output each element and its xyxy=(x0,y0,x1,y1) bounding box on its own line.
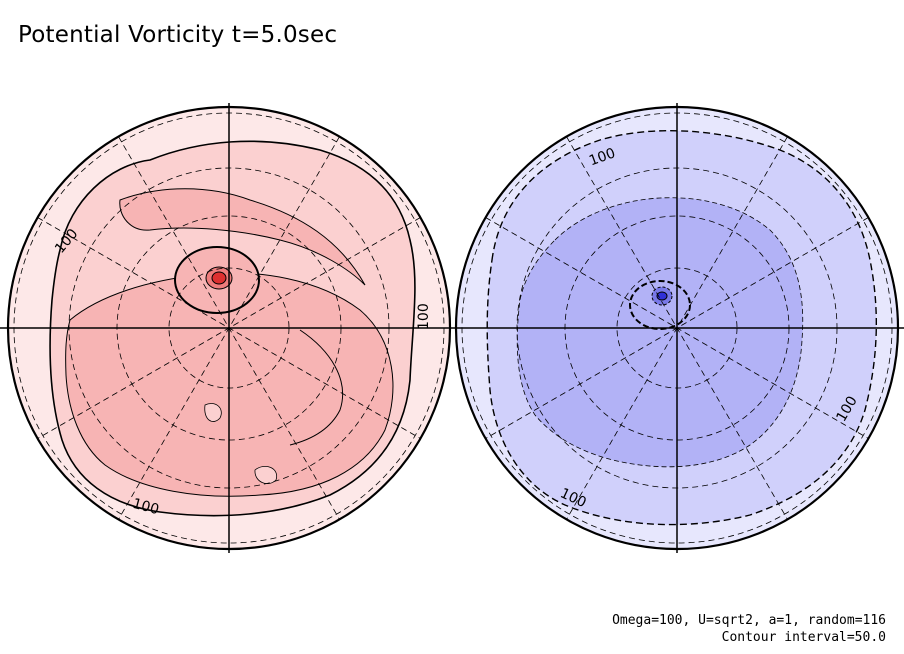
right-core-center xyxy=(656,291,668,301)
left-label-100-b: 100 xyxy=(416,303,432,330)
left-blob-1 xyxy=(204,403,222,422)
params-line-1: Omega=100, U=sqrt2, a=1, random=116 xyxy=(612,613,886,628)
left-core-center xyxy=(211,271,227,285)
parameter-footer: Omega=100, U=sqrt2, a=1, random=116 Cont… xyxy=(612,612,886,646)
params-line-2: Contour interval=50.0 xyxy=(721,630,886,645)
right-level-2-region xyxy=(516,197,804,468)
left-label-100-c: 100 xyxy=(131,496,161,518)
right-hemisphere-panel: 100 100 100 xyxy=(454,103,904,553)
left-blob-2 xyxy=(254,466,278,484)
chart-title: Potential Vorticity t=5.0sec xyxy=(18,22,338,48)
left-border xyxy=(6,105,452,551)
left-hemisphere-panel: 100 100 100 xyxy=(0,103,458,553)
right-border xyxy=(454,105,900,551)
left-swirl-line xyxy=(289,329,344,446)
left-level-2-arc xyxy=(119,188,366,286)
